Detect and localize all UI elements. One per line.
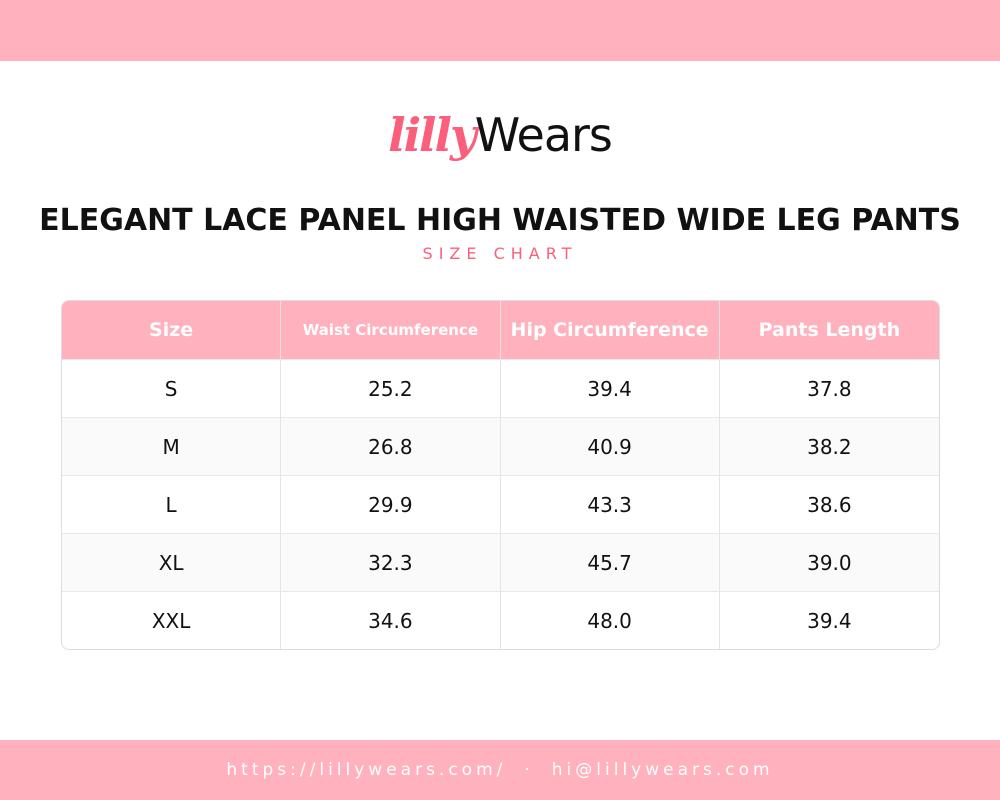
table-cell: 38.6 <box>719 475 939 533</box>
page-subtitle: SIZE CHART <box>422 244 578 263</box>
logo-lilly: lilly <box>388 108 477 162</box>
table-cell: 32.3 <box>281 533 501 591</box>
table-cell: M <box>62 417 282 475</box>
table-cell: 39.4 <box>500 359 720 417</box>
header-size: Size <box>62 301 282 359</box>
brand-logo: lillyWears <box>0 100 1000 170</box>
table-cell: 40.9 <box>500 417 720 475</box>
logo-wears: Wears <box>474 108 613 162</box>
table-cell: 43.3 <box>500 475 720 533</box>
table-cell: 38.2 <box>719 417 939 475</box>
table-cell: 37.8 <box>719 359 939 417</box>
table-cell: 39.4 <box>719 591 939 649</box>
header-hip: Hip Circumference <box>500 301 720 359</box>
table-cell: 26.8 <box>281 417 501 475</box>
separator: · <box>524 760 534 780</box>
table-cell: 34.6 <box>281 591 501 649</box>
table-row: L 29.9 43.3 38.6 <box>62 475 939 533</box>
table-header-row: Size Waist Circumference Hip Circumferen… <box>62 301 939 359</box>
table-cell: XL <box>62 533 282 591</box>
email-link[interactable]: hi@lillywears.com <box>551 760 774 780</box>
table-cell: 29.9 <box>281 475 501 533</box>
table-cell: L <box>62 475 282 533</box>
table-row: XL 32.3 45.7 39.0 <box>62 533 939 591</box>
table-cell: 45.7 <box>500 533 720 591</box>
table-row: S 25.2 39.4 37.8 <box>62 359 939 417</box>
table-cell: 48.0 <box>500 591 720 649</box>
size-chart-table: Size Waist Circumference Hip Circumferen… <box>61 300 940 650</box>
table-cell: 25.2 <box>281 359 501 417</box>
header-waist: Waist Circumference <box>281 301 501 359</box>
table-cell: XXL <box>62 591 282 649</box>
top-band <box>0 0 1000 61</box>
table-cell: S <box>62 359 282 417</box>
footer-band: https://lillywears.com/ · hi@lillywears.… <box>0 740 1000 800</box>
table-cell: 39.0 <box>719 533 939 591</box>
table-row: M 26.8 40.9 38.2 <box>62 417 939 475</box>
table-row: XXL 34.6 48.0 39.4 <box>62 591 939 649</box>
page-title: ELEGANT LACE PANEL HIGH WAISTED WIDE LEG… <box>39 203 961 238</box>
website-link[interactable]: https://lillywears.com/ <box>226 760 507 780</box>
header-length: Pants Length <box>719 301 939 359</box>
